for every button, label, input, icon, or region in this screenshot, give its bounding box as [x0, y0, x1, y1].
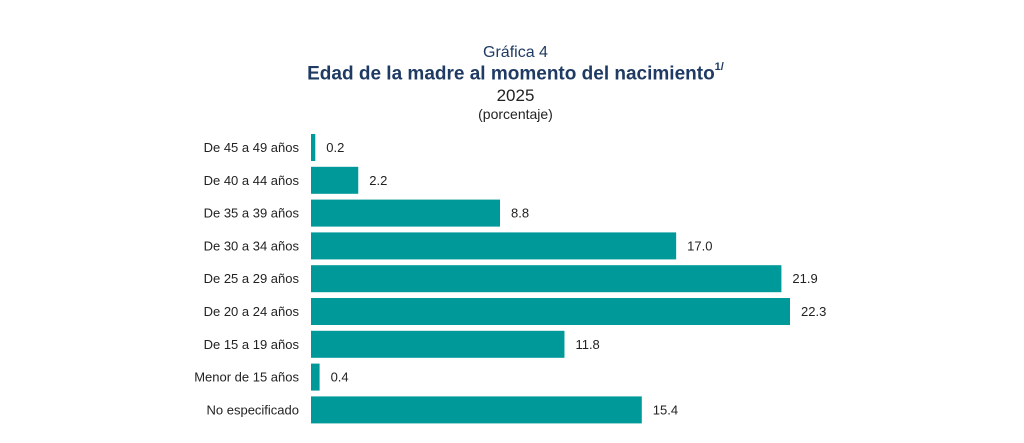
value-label: 0.2	[326, 140, 344, 155]
title-footnote-mark: 1/	[714, 61, 724, 73]
chart-title: Edad de la madre al momento del nacimien…	[0, 61, 1024, 85]
bar	[311, 232, 677, 260]
value-label: 22.3	[801, 304, 826, 319]
value-label: 8.8	[511, 206, 529, 221]
value-label: 21.9	[792, 271, 817, 286]
chart-year: 2025	[496, 86, 535, 105]
category-label: De 20 a 24 años	[204, 304, 300, 319]
bar	[311, 330, 565, 358]
category-label: De 40 a 44 años	[204, 173, 300, 188]
bar	[311, 134, 316, 161]
chart-caption: Gráfica 4	[483, 44, 548, 61]
bar	[311, 199, 501, 227]
value-label: 15.4	[653, 402, 678, 417]
chart-unit: (porcentaje)	[478, 106, 553, 122]
bar	[311, 298, 790, 325]
bar	[311, 166, 359, 194]
value-label: 17.0	[687, 238, 712, 253]
value-label: 11.8	[575, 337, 599, 352]
value-label: 0.4	[331, 370, 349, 385]
bar	[311, 363, 320, 391]
bar	[311, 265, 782, 293]
chart-title-text: Edad de la madre al momento del nacimien…	[307, 63, 715, 85]
value-label: 2.2	[369, 173, 387, 188]
category-label: De 25 a 29 años	[204, 271, 300, 286]
category-label: De 45 a 49 años	[204, 140, 300, 155]
bar	[311, 396, 642, 424]
category-label: De 15 a 19 años	[204, 337, 300, 352]
category-label: No especificado	[207, 402, 300, 417]
category-label: De 30 a 34 años	[204, 238, 300, 253]
category-label: De 35 a 39 años	[204, 206, 300, 221]
category-label: Menor de 15 años	[194, 370, 299, 385]
